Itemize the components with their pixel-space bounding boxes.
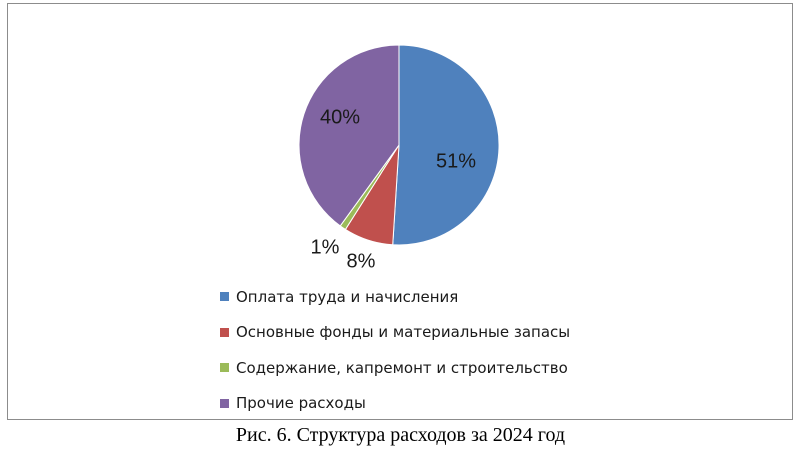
pie-chart: 51% 8% 1% 40% xyxy=(298,44,500,272)
slice-data-label: 1% xyxy=(311,236,340,258)
legend-swatch xyxy=(220,327,229,337)
legend-label: Содержание, капремонт и строительство xyxy=(236,358,568,377)
legend-label: Основные фонды и материальные запасы xyxy=(236,323,571,341)
legend-swatch xyxy=(220,398,229,408)
legend: Оплата труда и начисления Основные фонды… xyxy=(220,286,570,428)
legend-swatch xyxy=(220,363,229,372)
slice-data-label: 40% xyxy=(320,106,360,128)
legend-item-other: Прочие расходы xyxy=(220,393,570,414)
legend-label: Оплата труда и начисления xyxy=(236,287,459,306)
legend-item-fixed-assets: Основные фонды и материальные запасы xyxy=(220,322,570,343)
slice-data-label: 51% xyxy=(436,150,476,172)
legend-item-salary: Оплата труда и начисления xyxy=(220,286,570,307)
legend-label: Прочие расходы xyxy=(236,394,366,412)
chart-area: 51% 8% 1% 40% Оплата труда и начисления Осн… xyxy=(7,3,793,420)
pie-slice xyxy=(392,44,500,246)
figure-caption: Рис. 6. Структура расходов за 2024 год xyxy=(235,424,566,446)
slice-data-label: 8% xyxy=(347,250,376,272)
legend-swatch xyxy=(220,292,229,301)
pie-slice xyxy=(298,44,400,227)
legend-item-maintenance: Содержание, капремонт и строительство xyxy=(220,357,570,378)
